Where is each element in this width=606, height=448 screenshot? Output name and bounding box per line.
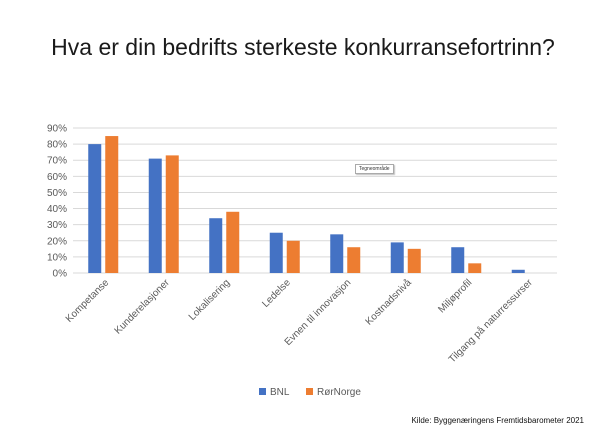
bar-bnl	[88, 144, 102, 273]
y-tick-label: 10%	[47, 252, 67, 263]
x-tick-label: Evnen til innovasjon	[283, 277, 354, 348]
chart-title: Hva er din bedrifts sterkeste konkurrans…	[51, 34, 555, 60]
bar-rørnorge	[347, 247, 361, 273]
y-tick-label: 50%	[47, 188, 67, 199]
x-tick-label: Miljøprofil	[436, 277, 474, 315]
x-tick-label: Kunderelasjoner	[113, 277, 173, 337]
y-tick-label: 20%	[47, 236, 67, 247]
bar-rørnorge	[468, 263, 482, 273]
bar-rørnorge	[226, 211, 240, 273]
y-tick-label: 60%	[47, 172, 67, 183]
bar-bnl	[330, 234, 344, 273]
x-tick-label: Ledelse	[260, 277, 293, 310]
y-tick-label: 90%	[47, 124, 67, 135]
bar-bnl	[148, 158, 162, 273]
bar-bnl	[511, 269, 525, 273]
y-tick-label: 0%	[53, 269, 68, 280]
bar-bnl	[390, 242, 404, 273]
bar-bnl	[209, 218, 223, 273]
y-tick-label: 80%	[47, 140, 67, 151]
y-tick-label: 30%	[47, 220, 67, 231]
bar-bnl	[451, 247, 465, 273]
bar-rørnorge	[105, 136, 119, 273]
x-tick-label: Kostnadsnivå	[363, 276, 414, 327]
legend-label: BNL	[270, 387, 290, 398]
y-tick-label: 70%	[47, 156, 67, 167]
plot-area-tooltip: Tegneområde	[355, 164, 394, 174]
legend-label: RørNorge	[317, 387, 361, 398]
bar-rørnorge	[165, 155, 179, 273]
x-tick-label: Kompetanse	[64, 277, 112, 325]
bar-rørnorge	[286, 240, 300, 273]
legend-swatch-bnl	[259, 388, 266, 395]
x-tick-label: Lokalisering	[187, 277, 233, 323]
bar-bnl	[269, 232, 283, 273]
source-note: Kilde: Byggenæringens Fremtidsbarometer …	[411, 416, 584, 425]
bar-rørnorge	[407, 248, 421, 273]
y-tick-label: 40%	[47, 204, 67, 215]
legend-swatch-rørnorge	[306, 388, 313, 395]
